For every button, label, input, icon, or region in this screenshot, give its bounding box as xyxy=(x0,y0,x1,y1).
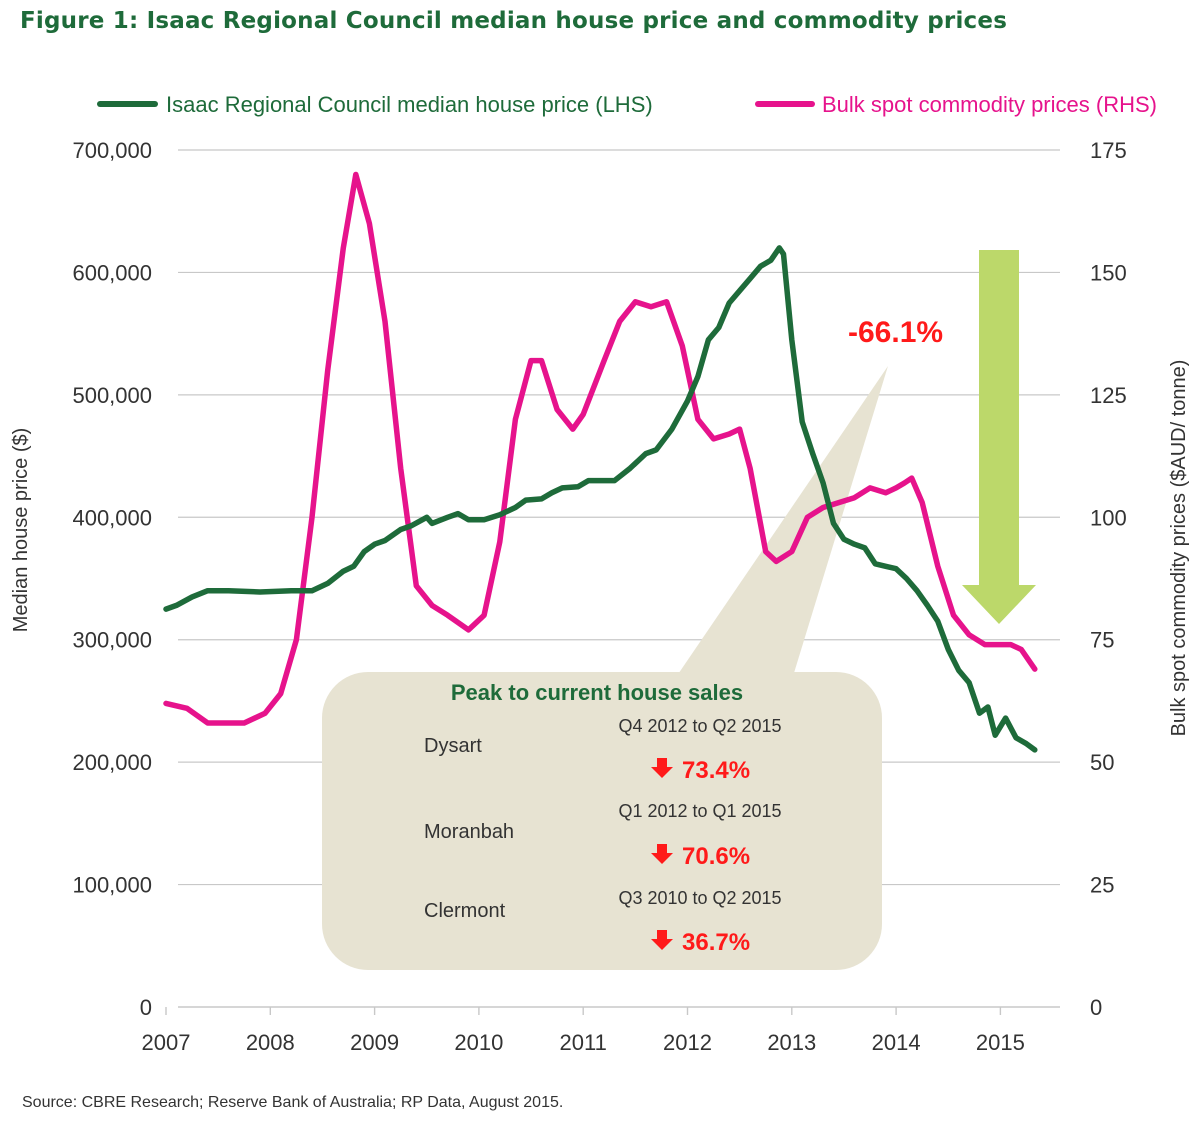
y-right-tick-label: 150 xyxy=(1090,260,1127,285)
x-tick-label: 2015 xyxy=(976,1030,1025,1055)
peak-change-label: -66.1% xyxy=(848,316,943,349)
callout-pointer xyxy=(670,366,888,686)
chart-title: Figure 1: Isaac Regional Council median … xyxy=(20,8,1008,34)
y-left-tick-label: 500,000 xyxy=(72,383,152,408)
x-tick-label: 2009 xyxy=(350,1030,399,1055)
down-arrow-icon xyxy=(651,930,673,950)
y-left-tick-label: 400,000 xyxy=(72,505,152,530)
y-axis-right-ticks: 0 25 50 75 100 125 150 175 xyxy=(1090,138,1127,1020)
callout-change-value: 73.4% xyxy=(682,757,750,784)
y-left-tick-label: 0 xyxy=(140,995,152,1020)
y-left-tick-label: 300,000 xyxy=(72,628,152,653)
x-tick-label: 2014 xyxy=(872,1030,921,1055)
callout-period-label: Q1 2012 to Q1 2015 xyxy=(618,801,781,821)
y-axis-left-ticks: 0 100,000 200,000 300,000 400,000 500,000 600,… xyxy=(72,138,152,1020)
x-tick-label: 2011 xyxy=(560,1030,607,1055)
legend-label-commodity: Bulk spot commodity prices (RHS) xyxy=(822,92,1157,117)
x-axis-ticks: 2007 2008 2009 2010 2011 2012 2013 2014 2015 xyxy=(142,1007,1025,1055)
y-axis-right-label: Bulk spot commodity prices ($AUD/ tonne) xyxy=(1168,360,1190,737)
y-right-tick-label: 0 xyxy=(1090,995,1102,1020)
callout-period-label: Q4 2012 to Q2 2015 xyxy=(618,716,781,736)
series-lines xyxy=(163,171,1038,753)
x-tick-label: 2013 xyxy=(767,1030,816,1055)
y-right-tick-label: 175 xyxy=(1090,138,1127,163)
y-right-tick-label: 100 xyxy=(1090,505,1127,530)
y-right-tick-label: 25 xyxy=(1090,873,1114,898)
down-arrow-icon xyxy=(651,758,673,778)
callout-change-value: 36.7% xyxy=(682,929,750,956)
legend: Isaac Regional Council median house pric… xyxy=(97,92,1157,117)
x-tick-label: 2010 xyxy=(454,1030,503,1055)
series-line-house-price xyxy=(163,245,1038,753)
y-right-tick-label: 125 xyxy=(1090,383,1127,408)
callout-background xyxy=(322,672,882,970)
callout-place-label: Dysart xyxy=(424,735,482,757)
callout-title: Peak to current house sales xyxy=(451,680,743,705)
x-tick-label: 2008 xyxy=(246,1030,295,1055)
x-tick-label: 2012 xyxy=(663,1030,712,1055)
series-line-commodity-price xyxy=(163,171,1038,726)
x-tick-label: 2007 xyxy=(142,1030,191,1055)
callout-place-label: Clermont xyxy=(424,900,506,922)
source-note: Source: CBRE Research; Reserve Bank of A… xyxy=(22,1094,564,1111)
y-left-tick-label: 700,000 xyxy=(72,138,152,163)
callout-period-label: Q3 2010 to Q2 2015 xyxy=(618,888,781,908)
y-right-tick-label: 50 xyxy=(1090,750,1114,775)
decline-arrow-shape xyxy=(962,250,1036,624)
y-right-tick-label: 75 xyxy=(1090,628,1114,653)
y-left-tick-label: 600,000 xyxy=(72,260,152,285)
callout-place-label: Moranbah xyxy=(424,821,514,843)
y-left-tick-label: 100,000 xyxy=(72,873,152,898)
legend-label-house: Isaac Regional Council median house pric… xyxy=(166,92,653,117)
callout-box: Peak to current house sales Dysart Q4 201… xyxy=(322,672,882,970)
callout-change-value: 70.6% xyxy=(682,843,750,870)
down-arrow-icon xyxy=(651,844,673,864)
y-left-tick-label: 200,000 xyxy=(72,750,152,775)
y-axis-left-label: Median house price ($) xyxy=(10,428,32,633)
